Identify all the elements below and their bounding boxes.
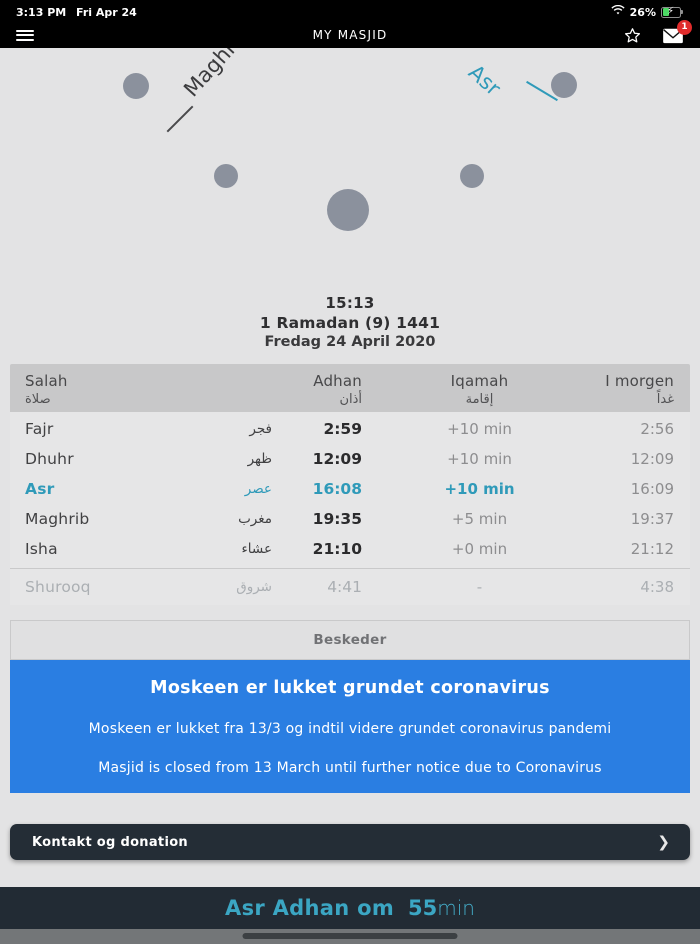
prayer-name-ar: شروق	[236, 578, 272, 595]
maghrib-tick-line	[166, 105, 194, 133]
prayer-name-ar: عشاء	[241, 541, 272, 557]
tomorrow-time: 19:37	[630, 510, 674, 528]
wifi-icon	[611, 4, 625, 19]
chevron-right-icon: ❯	[657, 833, 670, 851]
iqamah-offset: +0 min	[451, 540, 508, 558]
messages-icon[interactable]: 1	[662, 19, 692, 44]
adhan-time: 21:10	[312, 540, 362, 558]
iqamah-offset: +10 min	[444, 480, 515, 498]
datetime-block: 15:13 1 Ramadan (9) 1441 Fredag 24 April…	[0, 288, 700, 364]
clock-dot-large	[327, 189, 369, 231]
message-line-english: Masjid is closed from 13 March until fur…	[98, 760, 602, 776]
iqamah-offset: -	[476, 577, 483, 596]
adhan-countdown-bar: Asr Adhan om 55 min	[0, 887, 700, 929]
table-row-maghrib: Maghrib مغرب 19:35 +5 min 19:37	[10, 504, 690, 534]
message-banner[interactable]: Moskeen er lukket grundet coronavirus Mo…	[10, 660, 690, 793]
header-adhan-ar: أذان	[339, 392, 362, 407]
charging-bolt-icon: ⚡	[667, 5, 675, 17]
header-salah: Salah	[25, 372, 68, 390]
status-time-date: 3:13 PM Fri Apr 24	[16, 6, 143, 19]
app-title: MY MASJID	[312, 28, 388, 42]
messages-section: Beskeder Moskeen er lukket grundet coron…	[10, 620, 690, 793]
tomorrow-time: 4:38	[640, 577, 674, 596]
countdown-minutes: 55	[408, 896, 438, 920]
adhan-time: 19:35	[312, 510, 362, 528]
star-icon[interactable]	[623, 26, 642, 45]
current-time: 15:13	[325, 294, 375, 312]
prayer-clock: Maghrib Asr	[0, 48, 700, 288]
prayer-name: Fajr	[25, 420, 54, 438]
header-tomorrow-ar: غداً	[656, 392, 674, 407]
status-time: 3:13 PM	[16, 5, 67, 19]
nav-bar: MY MASJID 1	[0, 19, 700, 48]
clock-dot	[551, 72, 577, 98]
tomorrow-time: 12:09	[630, 450, 674, 468]
messages-header: Beskeder	[10, 620, 690, 660]
table-row-fajr: Fajr فجر 2:59 +10 min 2:56	[10, 414, 690, 444]
countdown-unit: min	[437, 896, 475, 920]
prayer-name: Asr	[25, 480, 55, 498]
status-bar: 3:13 PM Fri Apr 24 26% ⚡	[0, 0, 700, 22]
prayer-name-ar: عصر	[244, 481, 272, 497]
countdown-prefix: Asr Adhan om	[225, 896, 395, 920]
adhan-time: 2:59	[323, 420, 362, 438]
gregorian-date: Fredag 24 April 2020	[264, 334, 436, 350]
clock-dot	[214, 164, 238, 188]
table-row-dhuhr: Dhuhr ظهر 12:09 +10 min 12:09	[10, 444, 690, 474]
prayer-name: Isha	[25, 540, 58, 558]
iqamah-offset: +10 min	[447, 450, 512, 468]
menu-icon[interactable]	[16, 27, 34, 43]
clock-label-asr: Asr	[463, 60, 506, 101]
tomorrow-time: 21:12	[630, 540, 674, 558]
clock-dot	[460, 164, 484, 188]
iqamah-offset: +10 min	[447, 420, 512, 438]
home-strip	[0, 929, 700, 944]
tomorrow-time: 16:09	[630, 480, 674, 498]
header-adhan: Adhan	[313, 372, 362, 390]
prayer-name: Shurooq	[25, 577, 91, 596]
battery-percent: 26%	[629, 5, 656, 19]
adhan-time: 4:41	[327, 577, 362, 596]
hijri-date: 1 Ramadan (9) 1441	[259, 314, 441, 332]
prayer-times-table: Salah صلاة Adhan أذان Iqamah إقامة I mor…	[10, 364, 690, 605]
tomorrow-time: 2:56	[640, 420, 674, 438]
prayer-name-ar: مغرب	[238, 511, 272, 527]
battery-icon: ⚡	[661, 5, 684, 18]
iqamah-offset: +5 min	[451, 510, 508, 528]
table-header: Salah صلاة Adhan أذان Iqamah إقامة I mor…	[10, 364, 690, 412]
table-row-shurooq: Shurooq شروق 4:41 - 4:38	[10, 568, 690, 601]
contact-donation-button[interactable]: Kontakt og donation ❯	[10, 824, 690, 860]
table-row-isha: Isha عشاء 21:10 +0 min 21:12	[10, 534, 690, 564]
clock-dot	[123, 73, 149, 99]
header-iqamah: Iqamah	[450, 372, 509, 390]
adhan-time: 16:08	[312, 480, 362, 498]
prayer-name-ar: فجر	[249, 421, 272, 437]
contact-label: Kontakt og donation	[32, 834, 188, 850]
prayer-name: Dhuhr	[25, 450, 74, 468]
message-line-danish: Moskeen er lukket fra 13/3 og indtil vid…	[88, 721, 612, 737]
header-tomorrow: I morgen	[605, 372, 674, 390]
message-title: Moskeen er lukket grundet coronavirus	[150, 678, 550, 698]
notification-badge: 1	[677, 19, 692, 35]
prayer-name: Maghrib	[25, 510, 90, 528]
table-rows: Fajr فجر 2:59 +10 min 2:56 Dhuhr ظهر 12:…	[10, 412, 690, 605]
status-date: Fri Apr 24	[76, 5, 137, 19]
clock-label-maghrib: Maghrib	[179, 48, 255, 102]
prayer-name-ar: ظهر	[247, 451, 272, 467]
table-row-asr-active: Asr عصر 16:08 +10 min 16:09	[10, 474, 690, 504]
top-header: 3:13 PM Fri Apr 24 26% ⚡ MY MASJID	[0, 0, 700, 48]
header-salah-ar: صلاة	[25, 392, 51, 407]
adhan-time: 12:09	[312, 450, 362, 468]
header-iqamah-ar: إقامة	[465, 392, 494, 407]
